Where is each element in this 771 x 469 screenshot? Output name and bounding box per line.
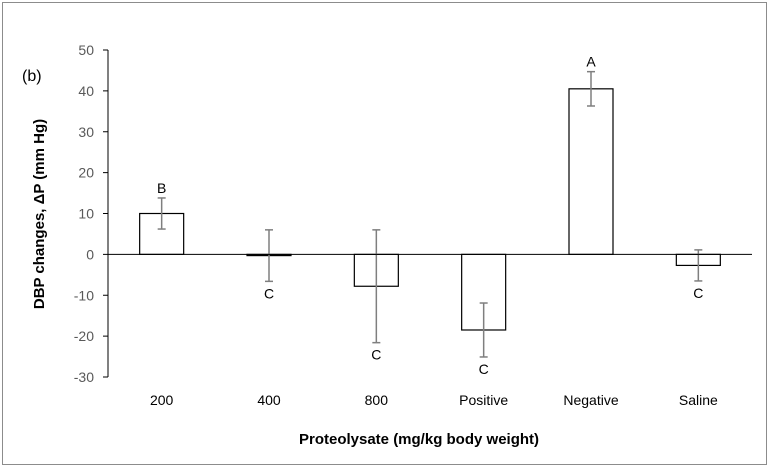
x-tick-label: 200	[150, 392, 174, 408]
y-axis-ticks: 50 40 30 20 10 0 -10 -20 -30	[74, 42, 108, 385]
error-bar-200	[157, 197, 166, 230]
error-bars-group	[157, 70, 703, 358]
significance-letter: A	[586, 54, 596, 70]
chart-frame	[2, 2, 767, 465]
significance-letters: B C C C A C	[157, 54, 703, 377]
x-tick-label: 400	[257, 392, 281, 408]
panel-label: (b)	[22, 68, 42, 85]
x-tick-label: Saline	[679, 392, 718, 408]
significance-letter: B	[157, 180, 166, 196]
y-tick-label: -30	[74, 369, 94, 385]
y-tick-label: -10	[74, 287, 94, 303]
x-tick-label: Negative	[563, 392, 618, 408]
x-tick-label: Positive	[459, 392, 508, 408]
error-bar-400	[265, 229, 273, 283]
y-tick-label: 20	[78, 165, 94, 181]
error-bar-saline	[694, 249, 703, 282]
error-bar-negative	[587, 70, 595, 107]
y-tick-label: -20	[74, 328, 94, 344]
significance-letter: C	[693, 285, 703, 301]
bars-group	[139, 88, 721, 331]
y-tick-label: 30	[78, 124, 94, 140]
x-axis-title: Proteolysate (mg/kg body weight)	[299, 431, 539, 448]
bar-negative	[568, 88, 614, 255]
significance-letter: C	[371, 347, 381, 363]
y-tick-label: 0	[86, 246, 94, 262]
significance-letter: C	[479, 361, 489, 377]
y-tick-label: 50	[78, 42, 94, 58]
y-axis-title: DBP changes, ΔP (mm Hg)	[31, 119, 48, 309]
y-tick-label: 10	[78, 206, 94, 222]
error-bar-800	[372, 229, 381, 344]
y-tick-label: 40	[78, 83, 94, 99]
x-axis-ticks: 200 400 800 Positive Negative Saline	[150, 392, 718, 408]
x-tick-label: 800	[365, 392, 389, 408]
significance-letter: C	[264, 285, 274, 301]
error-bar-positive	[479, 302, 488, 358]
